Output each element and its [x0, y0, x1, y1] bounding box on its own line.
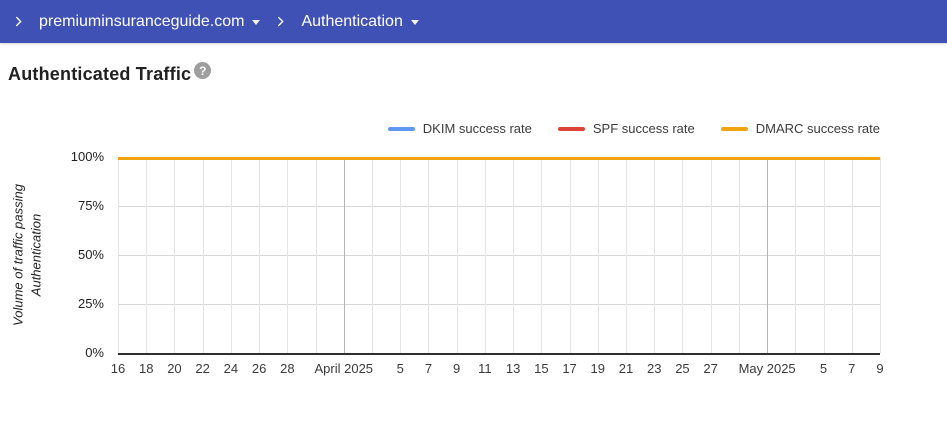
legend-label: DKIM success rate: [422, 121, 532, 136]
grid-line-vertical: [400, 157, 402, 353]
help-icon[interactable]: ?: [194, 62, 212, 79]
chevron-down-icon: [410, 20, 419, 25]
x-tick-label: 9: [453, 361, 461, 376]
grid-line-vertical: [428, 157, 430, 353]
grid-line-vertical: [654, 157, 656, 353]
legend-marker-icon: [557, 126, 585, 131]
x-tick-label: 24: [223, 361, 239, 376]
y-axis-title: Volume of traffic passing Authentication: [9, 184, 44, 326]
grid-line-vertical: [823, 157, 825, 353]
y-axis-title-line1: Volume of traffic passing: [10, 184, 26, 326]
grid-line-vertical: [738, 157, 740, 353]
x-tick-label: 22: [195, 361, 210, 376]
legend-marker-icon: [387, 126, 415, 131]
legend-item: DMARC success rate: [720, 121, 880, 136]
grid-line-vertical: [456, 157, 458, 353]
x-tick-label: 28: [280, 361, 295, 376]
chart-legend: DKIM success rate SPF success rate DMARC s…: [387, 121, 880, 136]
grid-line-vertical: [851, 157, 853, 353]
x-tick-label: April 2025: [314, 361, 374, 376]
grid-line-vertical: [795, 157, 797, 353]
grid-line-vertical: [710, 157, 712, 353]
page-selector-label: Authentication: [301, 12, 403, 30]
grid-line-vertical: [597, 157, 599, 353]
x-tick-label: 11: [478, 361, 492, 376]
x-tick-label: 27: [703, 361, 718, 376]
domain-selector-label: premiuminsuranceguide.com: [39, 12, 245, 30]
legend-item: DKIM success rate: [387, 121, 532, 136]
page-title: Authenticated Traffic: [8, 64, 192, 84]
legend-label: SPF success rate: [592, 121, 695, 136]
x-tick-label: 25: [675, 361, 690, 376]
y-tick-label: 25%: [77, 296, 104, 311]
grid-line-vertical: [880, 157, 881, 353]
x-tick-label: 16: [110, 361, 126, 376]
y-tick-label: 0%: [85, 345, 104, 360]
grid-line-vertical: [259, 157, 261, 353]
grid-line-vertical: [541, 157, 543, 353]
legend-label: DMARC success rate: [755, 121, 880, 136]
x-tick-label: 17: [562, 361, 577, 376]
x-tick-label: 7: [424, 361, 433, 376]
y-tick-label: 75%: [77, 198, 104, 213]
grid-line-vertical: [287, 157, 289, 353]
x-tick-label: 26: [251, 361, 267, 376]
x-tick-label: 13: [505, 361, 521, 376]
grid-line-horizontal: [118, 304, 880, 305]
y-tick-label: 50%: [77, 247, 104, 262]
grid-line-vertical: [513, 157, 515, 353]
grid-line-vertical: [484, 157, 486, 353]
breadcrumb-chevron-icon: [278, 16, 284, 27]
grid-line-vertical: [315, 157, 317, 353]
grid-line-vertical: [174, 157, 176, 353]
grid-line-vertical: [767, 157, 769, 353]
y-tick-label: 100%: [70, 149, 104, 164]
grid-line-vertical: [202, 157, 204, 353]
grid-line-vertical: [682, 157, 684, 353]
x-tick-label: 18: [138, 361, 154, 376]
x-tick-label: 5: [396, 361, 404, 376]
page-selector[interactable]: Authentication: [301, 12, 419, 31]
grid-line-vertical: [343, 157, 345, 353]
grid-line-vertical: [569, 157, 571, 353]
x-tick-label: 15: [534, 361, 549, 376]
grid-line-vertical: [230, 157, 232, 353]
breadcrumb-chevron-icon: [15, 16, 22, 27]
series-lines: [118, 157, 880, 160]
chevron-down-icon: [252, 20, 261, 25]
x-axis-ticks: 16 18 20 22 24 26 28 April 2025 5 7 9 11 13 15 17 19 21 2…: [111, 361, 884, 377]
grid-line-vertical: [372, 157, 373, 353]
x-tick-label: 19: [590, 361, 605, 376]
grid-line-vertical: [626, 157, 627, 353]
legend-item: SPF success rate: [557, 121, 695, 136]
x-tick-label: 20: [167, 361, 182, 376]
domain-selector[interactable]: premiuminsuranceguide.com: [39, 12, 261, 31]
grid-line-vertical: [146, 157, 148, 353]
grid-line-vertical: [118, 157, 119, 353]
plot-area: [118, 157, 881, 355]
top-bar: premiuminsuranceguide.com Authentication: [0, 0, 947, 43]
grid-line-horizontal: [118, 255, 880, 256]
x-tick-label: 9: [876, 361, 884, 376]
legend-marker-icon: [720, 126, 748, 131]
x-tick-label: May 2025: [738, 361, 796, 376]
x-tick-label: 5: [819, 361, 828, 376]
x-tick-label: 23: [646, 361, 662, 376]
x-tick-label: 21: [618, 361, 634, 376]
grid-line-horizontal: [118, 206, 880, 207]
page-title-row: Authenticated Traffic ?: [8, 62, 212, 85]
y-axis-title-line2: Authentication: [28, 213, 43, 297]
x-tick-label: 7: [848, 361, 856, 376]
